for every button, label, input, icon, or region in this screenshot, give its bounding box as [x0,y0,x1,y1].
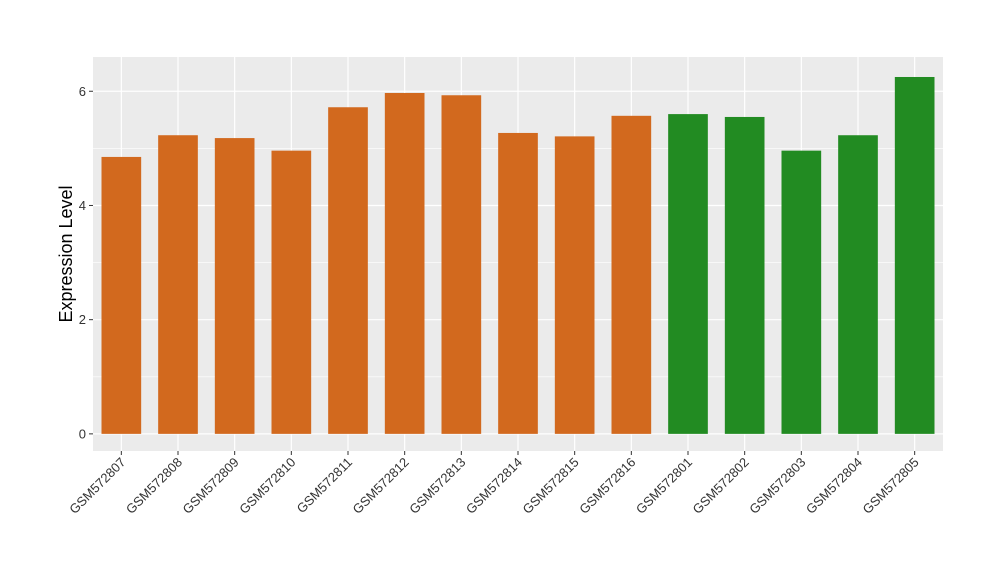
y-axis: 0 2 4 6 [79,84,93,441]
x-tick-label: GSM572814 [463,455,525,517]
y-axis-title: Expression Level [56,185,76,322]
y-tick-label: 0 [79,426,86,441]
x-tick-label: GSM572803 [746,455,808,517]
y-tick-label: 6 [79,84,86,99]
x-tick-label: GSM572816 [576,455,638,517]
x-tick-label: GSM572809 [180,455,242,517]
x-tick-label: GSM572805 [860,455,922,517]
bar-GSM572810 [271,150,312,434]
bar-GSM572814 [498,132,538,434]
bar-GSM572816 [611,115,652,434]
x-axis: GSM572807GSM572808GSM572809GSM572810GSM5… [66,451,922,517]
bars [101,76,935,434]
y-tick-label: 4 [79,198,86,213]
bar-GSM572813 [441,95,482,434]
bar-GSM572803 [781,150,822,434]
bar-GSM572801 [668,114,708,434]
x-tick-label: GSM572802 [690,455,752,517]
x-tick-label: GSM572812 [350,455,412,517]
bar-GSM572809 [214,138,255,434]
x-tick-label: GSM572810 [236,455,298,517]
x-tick-label: GSM572801 [633,455,695,517]
bar-GSM572804 [838,135,878,434]
x-tick-label: GSM572811 [294,455,356,517]
x-tick-label: GSM572808 [123,455,185,517]
y-tick-label: 2 [79,312,86,327]
bar-GSM572808 [158,135,198,434]
bar-GSM572805 [894,76,935,434]
x-tick-label: GSM572815 [520,455,582,517]
bar-GSM572811 [328,107,368,434]
x-tick-label: GSM572807 [66,455,128,517]
x-tick-label: GSM572813 [406,455,468,517]
bar-GSM572807 [101,156,142,434]
bar-GSM572802 [724,116,765,434]
x-tick-label: GSM572804 [803,455,865,517]
bar-GSM572815 [554,136,595,434]
bar-GSM572812 [384,92,425,434]
